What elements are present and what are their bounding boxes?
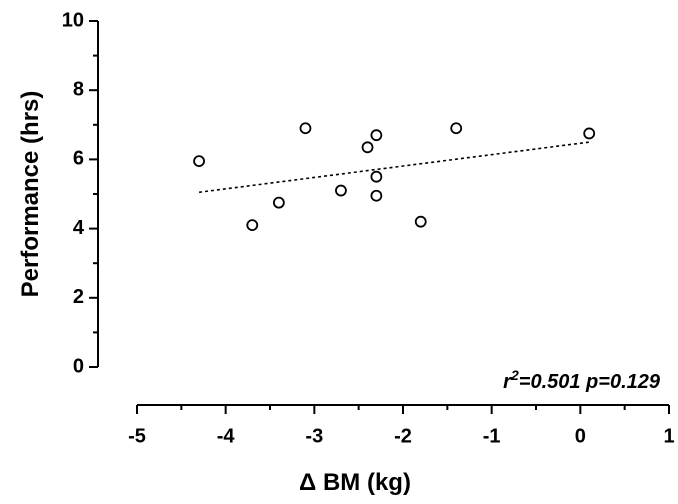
y-tick-label: 4 — [73, 217, 85, 239]
point — [583, 127, 596, 140]
annotation: r2=0.501 p=0.129 — [503, 367, 661, 393]
x-tick-label: -3 — [305, 425, 323, 447]
x-tick-label: -1 — [483, 425, 501, 447]
point — [450, 122, 463, 135]
annotation-sup: 2 — [510, 367, 519, 383]
point — [335, 184, 347, 197]
x-tick-label: -4 — [217, 425, 236, 447]
annotation-part: =0.501 p=0.129 — [519, 371, 661, 393]
y-tick-label: 6 — [73, 148, 84, 170]
x-tick-label: -2 — [394, 425, 412, 447]
x-tick-label: -5 — [128, 425, 146, 447]
point — [370, 129, 383, 142]
x-tick-label: 0 — [575, 425, 586, 447]
annotation-part: r — [503, 371, 512, 393]
point — [361, 141, 374, 154]
point — [299, 122, 312, 135]
point — [193, 155, 205, 168]
y-axis-label: Performance (hrs) — [17, 91, 44, 298]
x-axis-label: Δ BM (kg) — [299, 469, 411, 496]
x-tick-label: 1 — [663, 425, 674, 447]
y-tick-label: 2 — [73, 286, 84, 308]
y-tick-label: 10 — [62, 9, 84, 31]
point — [370, 189, 383, 202]
point — [370, 170, 383, 183]
point — [414, 215, 427, 228]
y-tick-label: 8 — [73, 78, 84, 100]
point — [246, 219, 259, 232]
y-tick-label: 0 — [73, 355, 84, 377]
trend-line — [198, 141, 590, 194]
point — [272, 196, 285, 209]
